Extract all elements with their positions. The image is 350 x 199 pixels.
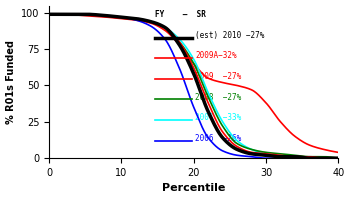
Text: 2009A−32%: 2009A−32% xyxy=(195,51,237,60)
Y-axis label: % R01s Funded: % R01s Funded xyxy=(6,40,15,124)
Text: 2007  −33%: 2007 −33% xyxy=(195,113,241,122)
Text: FY    –  SR: FY – SR xyxy=(155,10,205,19)
Text: (est) 2010 −27%: (est) 2010 −27% xyxy=(195,31,265,40)
Text: 2006  −26%: 2006 −26% xyxy=(195,134,241,143)
Text: 2008  −27%: 2008 −27% xyxy=(195,93,241,101)
X-axis label: Percentile: Percentile xyxy=(162,183,225,193)
Text: 2009  −27%: 2009 −27% xyxy=(195,72,241,81)
